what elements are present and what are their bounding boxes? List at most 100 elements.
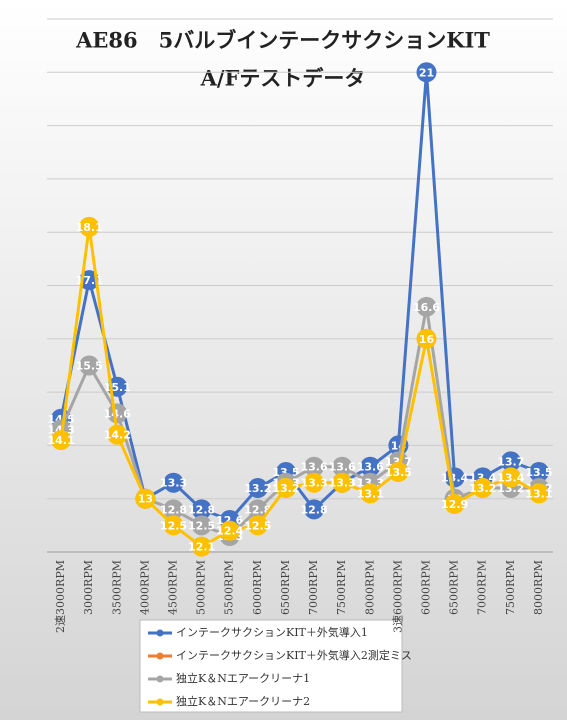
x-tick-label: 7500RPM xyxy=(335,560,348,615)
marker xyxy=(107,424,128,445)
marker xyxy=(500,467,521,488)
x-tick-label: 7500RPM xyxy=(504,560,517,615)
x-tick-label: 7000RPM xyxy=(307,560,320,615)
marker xyxy=(416,62,437,83)
chart-subtitle: A/Fテストデータ xyxy=(200,66,366,91)
marker xyxy=(472,478,493,499)
x-tick-label: 2速3000RPM xyxy=(54,560,67,633)
legend-label: 独立K＆Nエアークリーナ1 xyxy=(176,671,310,685)
data-label: 14.2 xyxy=(104,429,131,442)
x-tick-label: 3速6000RPM xyxy=(391,560,404,633)
data-label: 13.5 xyxy=(385,466,412,479)
marker xyxy=(528,462,549,483)
marker xyxy=(304,499,325,520)
data-label: 13.6 xyxy=(329,461,356,474)
x-tick-label: 4500RPM xyxy=(167,560,180,615)
data-label: 12.5 xyxy=(244,519,271,532)
data-label: 16 xyxy=(419,333,435,346)
data-label: 13.1 xyxy=(525,487,552,500)
data-label: 12.8 xyxy=(160,503,187,516)
marker xyxy=(135,488,156,509)
marker xyxy=(275,478,296,499)
x-tick-label: 6500RPM xyxy=(279,560,292,615)
marker xyxy=(79,216,100,237)
marker xyxy=(247,515,268,536)
data-label: 15.5 xyxy=(76,359,103,372)
data-label: 12.5 xyxy=(160,519,187,532)
marker xyxy=(332,472,353,493)
data-label: 13.4 xyxy=(441,471,468,484)
data-label: 13.3 xyxy=(300,477,327,490)
x-tick-label: 6000RPM xyxy=(251,560,264,615)
data-label: 13.7 xyxy=(497,455,524,468)
marker xyxy=(219,520,240,541)
legend-marker xyxy=(156,652,164,660)
legend-marker xyxy=(156,629,164,637)
data-label: 12.4 xyxy=(216,525,243,538)
data-label: 17.1 xyxy=(76,274,103,287)
chart-title: AE86 5バルブインテークサクションKIT xyxy=(75,28,490,53)
data-label: 12.1 xyxy=(188,541,215,554)
marker xyxy=(416,328,437,349)
data-label: 13.1 xyxy=(357,487,384,500)
data-label: 14.1 xyxy=(47,434,74,447)
data-label: 12.9 xyxy=(441,498,468,511)
marker xyxy=(388,462,409,483)
data-label: 13.2 xyxy=(244,482,271,495)
data-label: 18.1 xyxy=(76,221,103,234)
data-label: 13.6 xyxy=(300,461,327,474)
x-tick-label: 3500RPM xyxy=(110,560,123,615)
data-label: 12.8 xyxy=(188,503,215,516)
data-label: 12.5 xyxy=(188,519,215,532)
marker xyxy=(360,456,381,477)
x-tick-label: 8000RPM xyxy=(532,560,545,615)
marker xyxy=(191,536,212,557)
marker xyxy=(163,499,184,520)
data-label: 13.2 xyxy=(469,482,496,495)
data-label: 15.1 xyxy=(104,381,131,394)
x-tick-label: 8000RPM xyxy=(363,560,376,615)
data-label: 16.6 xyxy=(413,301,440,314)
marker xyxy=(247,499,268,520)
marker xyxy=(304,456,325,477)
x-tick-label: 7000RPM xyxy=(476,560,489,615)
marker xyxy=(360,483,381,504)
data-label: 12.8 xyxy=(244,503,271,516)
marker xyxy=(416,296,437,317)
data-label: 13.4 xyxy=(497,471,524,484)
marker xyxy=(500,451,521,472)
marker xyxy=(191,515,212,536)
marker xyxy=(163,515,184,536)
marker xyxy=(163,472,184,493)
data-label: 13.5 xyxy=(525,466,552,479)
legend-label: インテークサクションKIT＋外気導入1 xyxy=(176,625,368,639)
data-label: 14.6 xyxy=(104,407,131,420)
marker xyxy=(332,456,353,477)
legend xyxy=(139,619,403,713)
x-tick-label: 6000RPM xyxy=(420,560,433,615)
data-label: 13.6 xyxy=(357,461,384,474)
data-label: 12.8 xyxy=(300,503,327,516)
x-tick-label: 4000RPM xyxy=(138,560,151,615)
legend-label: インテークサクションKIT＋外気導入2測定ミス xyxy=(176,648,412,662)
x-tick-label: 3000RPM xyxy=(82,560,95,615)
data-label: 13.2 xyxy=(272,482,299,495)
marker xyxy=(51,430,72,451)
marker xyxy=(191,499,212,520)
x-tick-label: 5500RPM xyxy=(223,560,236,615)
data-label: 13 xyxy=(138,493,153,506)
marker xyxy=(444,494,465,515)
data-label: 13.3 xyxy=(160,477,187,490)
x-tick-label: 6500RPM xyxy=(448,560,461,615)
legend-label: 独立K＆Nエアークリーナ2 xyxy=(176,694,310,708)
data-label: 13.3 xyxy=(329,477,356,490)
legend-marker xyxy=(156,698,164,706)
data-label: 21 xyxy=(419,66,434,79)
marker xyxy=(528,483,549,504)
marker xyxy=(79,355,100,376)
x-tick-label: 5000RPM xyxy=(195,560,208,615)
data-label: 13.2 xyxy=(497,482,524,495)
marker xyxy=(304,472,325,493)
marker xyxy=(247,478,268,499)
